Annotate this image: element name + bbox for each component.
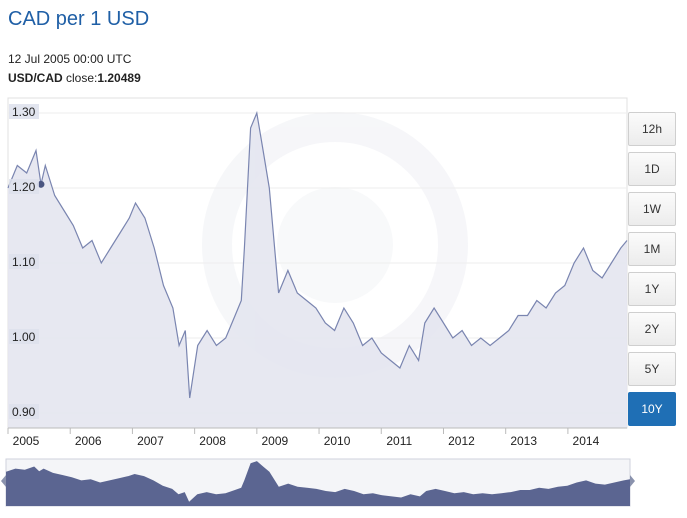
y-tick-bg [9,329,39,344]
series-area [8,113,627,428]
navigator-left-handle[interactable] [1,475,6,487]
range-button-1d[interactable]: 1D [628,152,676,186]
y-tick-label: 1.00 [12,330,36,344]
x-tick-label: 2007 [137,434,164,448]
x-tick-label: 2006 [75,434,102,448]
y-tick-bg [9,104,39,119]
y-tick-label: 0.90 [12,405,36,419]
currency-pair: USD/CAD [8,71,63,85]
range-button-10y[interactable]: 10Y [628,392,676,426]
range-button-1y[interactable]: 1Y [628,272,676,306]
main-chart[interactable]: 1.30 1.20 1.10 1.00 0.90 2005 2006 2007 2008 200… [0,90,630,450]
x-tick-label: 2008 [199,434,226,448]
chart-svg[interactable]: 1.30 1.20 1.10 1.00 0.90 2005 2006 2007 2008 200… [0,90,630,450]
range-selector: 12h 1D 1W 1M 1Y 2Y 5Y 10Y [628,112,678,432]
close-readout: USD/CAD close:1.20489 [8,71,141,85]
y-tick-label: 1.10 [12,255,36,269]
y-tick-label: 1.30 [12,105,36,119]
y-tick-bg [9,404,39,419]
range-button-5y[interactable]: 5Y [628,352,676,386]
range-button-1w[interactable]: 1W [628,192,676,226]
hover-marker [37,180,45,188]
close-value: 1.20489 [97,71,141,85]
x-tick-label: 2011 [386,434,412,448]
x-tick-label: 2013 [510,434,537,448]
range-button-1m[interactable]: 1M [628,232,676,266]
x-tick-label: 2012 [448,434,475,448]
series-line [7,110,628,399]
x-tick-label: 2014 [573,434,600,448]
navigator-area [6,461,630,506]
x-tick-label: 2009 [261,434,288,448]
navigator[interactable] [0,456,636,512]
point-timestamp: 12 Jul 2005 00:00 UTC [8,52,132,66]
navigator-right-handle[interactable] [630,475,635,487]
navigator-svg[interactable] [0,456,636,512]
range-button-2y[interactable]: 2Y [628,312,676,346]
y-tick-bg [9,254,39,269]
range-button-12h[interactable]: 12h [628,112,676,146]
close-label: close: [66,71,98,85]
page-title: CAD per 1 USD [8,8,150,30]
y-tick-bg [9,179,39,194]
x-tick-label: 2010 [324,434,351,448]
y-tick-label: 1.20 [12,180,36,194]
x-tick-label: 2005 [13,434,40,448]
